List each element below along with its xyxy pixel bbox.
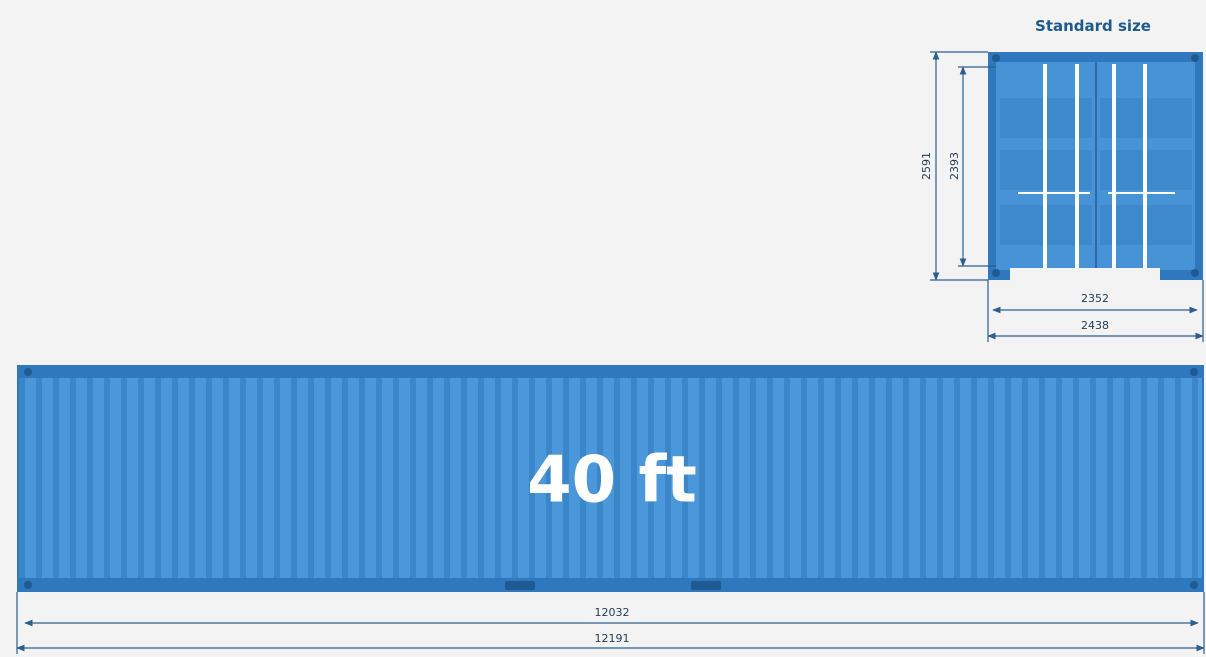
title: Standard size xyxy=(1035,17,1151,35)
dimension-label: 2393 xyxy=(948,152,961,180)
dimension-label: 12191 xyxy=(595,632,630,645)
front-dimensions xyxy=(930,51,1204,342)
dimension-label: 2438 xyxy=(1081,319,1109,332)
dimension-label: 2352 xyxy=(1081,292,1109,305)
side-container xyxy=(17,365,1204,592)
container-label: 40 ft xyxy=(527,444,697,518)
dimension-label: 2591 xyxy=(920,152,933,180)
dimension-label: 12032 xyxy=(595,606,630,619)
side-dimensions xyxy=(16,592,1205,654)
front-container xyxy=(988,52,1203,280)
